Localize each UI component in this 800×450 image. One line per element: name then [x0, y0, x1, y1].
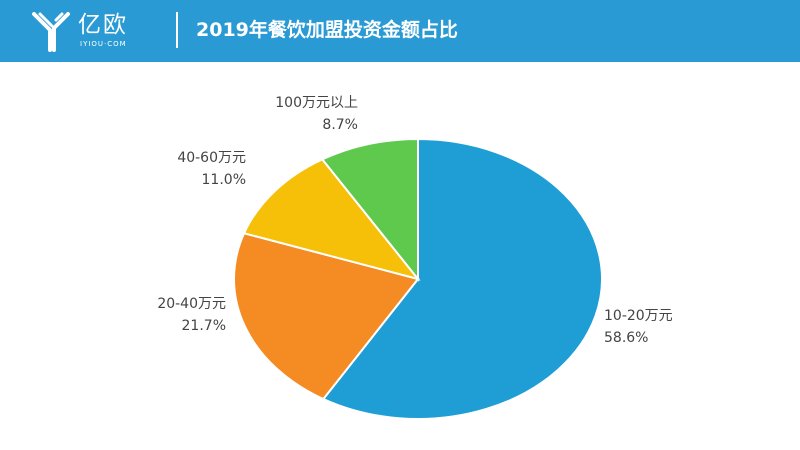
pie-slice-2 [242, 158, 421, 281]
slice-label-name: 40-60万元 [177, 150, 246, 166]
slice-label-20-40: 20-40万元 21.7% [130, 293, 226, 337]
pie-slice-0 [321, 137, 603, 420]
pie-slice-3 [320, 137, 419, 282]
logo-subtext: IYIOU·COM [80, 40, 127, 48]
logo: 亿欧 IYIOU·COM [30, 10, 160, 52]
slice-label-name: 20-40万元 [157, 296, 226, 312]
slice-label-40-60: 40-60万元 11.0% [160, 147, 246, 191]
slice-label-name: 10-20万元 [604, 308, 673, 324]
slice-label-100plus: 100万元以上 8.7% [258, 92, 358, 136]
slice-label-value: 21.7% [181, 318, 226, 334]
header-bar: 亿欧 IYIOU·COM 2019年餐饮加盟投资金额占比 [0, 0, 800, 62]
pie-slice-1 [233, 232, 420, 401]
slice-label-10-20: 10-20万元 58.6% [604, 305, 673, 349]
header-divider [176, 12, 178, 48]
logo-text: 亿欧 [78, 12, 128, 38]
logo-mark-icon [32, 12, 70, 52]
slice-label-name: 100万元以上 [275, 95, 358, 111]
slice-label-value: 11.0% [201, 172, 246, 188]
page-title: 2019年餐饮加盟投资金额占比 [196, 19, 458, 41]
slice-label-value: 8.7% [322, 117, 358, 133]
slice-label-value: 58.6% [604, 330, 649, 346]
